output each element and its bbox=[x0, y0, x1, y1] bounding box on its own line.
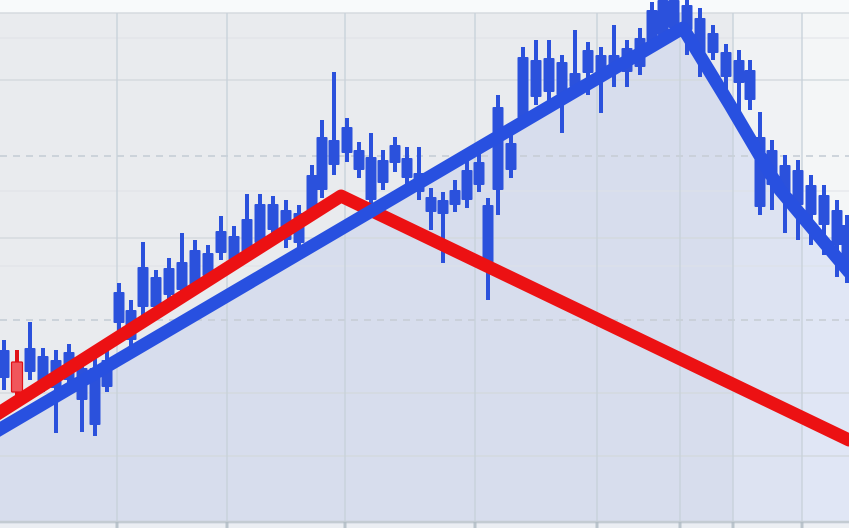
candle-up bbox=[449, 180, 461, 212]
candle-up bbox=[215, 216, 227, 260]
candle-up bbox=[668, 0, 680, 35]
candle-up bbox=[401, 147, 413, 186]
candle-up bbox=[113, 283, 125, 340]
red-trendline bbox=[0, 189, 849, 447]
candle-up bbox=[176, 233, 188, 298]
candle-up bbox=[377, 150, 389, 190]
candles-layer bbox=[0, 0, 849, 436]
candle-up bbox=[733, 50, 745, 113]
candle-down bbox=[10, 350, 24, 398]
candle-up bbox=[202, 245, 214, 284]
candle-up bbox=[137, 242, 149, 317]
candle-up bbox=[818, 185, 830, 255]
candle-up bbox=[316, 120, 328, 198]
candle-up bbox=[365, 133, 377, 208]
candle-up bbox=[189, 240, 201, 295]
candle-up bbox=[150, 270, 162, 315]
area-fill bbox=[0, 28, 849, 528]
candle-up bbox=[582, 42, 594, 95]
candle-up bbox=[543, 40, 555, 112]
candle-up bbox=[707, 25, 719, 60]
candle-up bbox=[646, 2, 658, 50]
candle-up bbox=[461, 152, 473, 208]
candle-up bbox=[254, 194, 266, 250]
candle-up bbox=[437, 192, 449, 263]
candle-up bbox=[831, 200, 843, 277]
candle-up bbox=[505, 133, 517, 178]
candle-up bbox=[0, 340, 10, 390]
candle-up bbox=[482, 198, 494, 300]
candle-up bbox=[841, 215, 849, 283]
candle-up bbox=[306, 165, 318, 220]
blue-trendline bbox=[0, 21, 849, 437]
candle-up bbox=[163, 258, 175, 302]
candle-up bbox=[425, 188, 437, 230]
candle-up bbox=[389, 137, 401, 172]
candle-up bbox=[744, 60, 756, 110]
candle-up bbox=[267, 196, 279, 238]
candle-up bbox=[328, 72, 340, 175]
candle-up bbox=[473, 150, 485, 192]
candle-up bbox=[530, 40, 542, 105]
candle-up bbox=[720, 44, 732, 97]
candle-up bbox=[353, 142, 365, 178]
candle-up bbox=[341, 118, 353, 162]
candle-up bbox=[657, 0, 669, 42]
candle-up bbox=[792, 160, 804, 240]
candle-up bbox=[517, 47, 529, 126]
candle-up bbox=[805, 175, 817, 245]
candle-up bbox=[24, 322, 36, 380]
candle-up bbox=[241, 194, 253, 260]
